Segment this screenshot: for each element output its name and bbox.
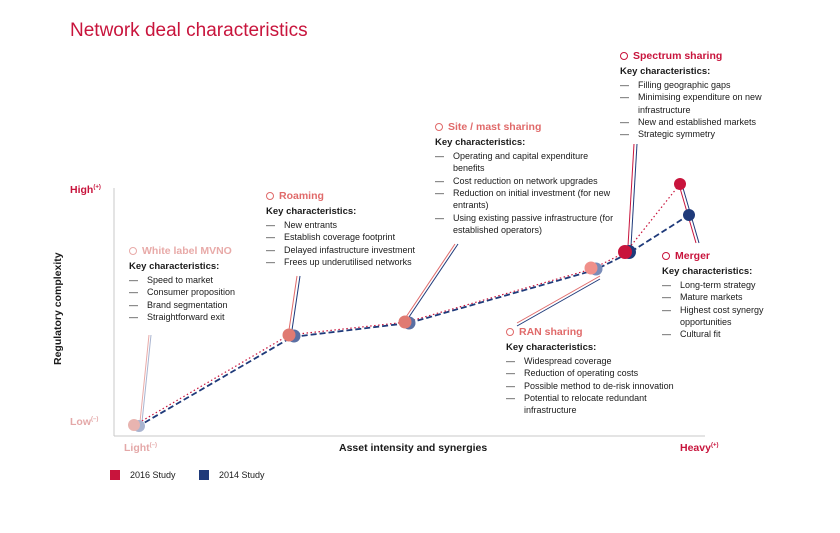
- stage-mvno-list: Speed to market Consumer proposition Bra…: [129, 274, 279, 324]
- point-mvno-2016: [128, 419, 140, 431]
- circle-icon: [506, 328, 514, 337]
- list-item: Consumer proposition: [129, 286, 279, 299]
- list-item: Strategic symmetry: [620, 128, 770, 141]
- stage-site-list: Operating and capital expenditure benefi…: [435, 150, 615, 237]
- list-item: Possible method to de-risk innovation: [506, 380, 691, 393]
- stage-spectrum-list: Filling geographic gaps Minimising expen…: [620, 79, 770, 141]
- list-item: Establish coverage footprint: [266, 231, 441, 244]
- list-item: Mature markets: [662, 291, 787, 304]
- stage-merger-title: Merger: [662, 250, 787, 262]
- stage-mvno-title: White label MVNO: [129, 245, 279, 257]
- list-item: Frees up underutilised networks: [266, 256, 441, 269]
- stage-roaming-title: Roaming: [266, 190, 441, 202]
- leader-lines: [139, 143, 700, 423]
- circle-icon: [129, 247, 137, 256]
- list-item: Potential to relocate redundant infrastr…: [506, 392, 691, 417]
- stage-ran: RAN sharing Key characteristics: Widespr…: [506, 326, 691, 417]
- key-characteristics-label: Key characteristics:: [266, 206, 357, 218]
- legend-2014: 2014 Study: [199, 470, 265, 480]
- legend-label-2016: 2016 Study: [130, 470, 176, 480]
- list-item: Delayed infastructure investment: [266, 244, 441, 257]
- point-merger-2014: [683, 209, 695, 221]
- legend-swatch-2016: [110, 470, 120, 480]
- list-item: Widespread coverage: [506, 355, 691, 368]
- list-item: Straightforward exit: [129, 311, 279, 324]
- stage-roaming-list: New entrants Establish coverage footprin…: [266, 219, 441, 269]
- point-spectrum-2016: [618, 245, 632, 259]
- stage-ran-title: RAN sharing: [506, 326, 691, 338]
- stage-roaming: Roaming Key characteristics: New entrant…: [266, 190, 441, 269]
- stage-site: Site / mast sharing Key characteristics:…: [435, 121, 615, 237]
- legend-label-2014: 2014 Study: [219, 470, 265, 480]
- circle-icon: [620, 52, 628, 61]
- list-item: Speed to market: [129, 274, 279, 287]
- page-title: Network deal characteristics: [70, 20, 308, 41]
- axis-low-label: Low(–): [70, 416, 99, 428]
- list-item: New and established markets: [620, 116, 770, 129]
- point-roaming-2016: [282, 328, 296, 342]
- point-merger-2016: [674, 178, 686, 190]
- stage-ran-list: Widespread coverage Reduction of operati…: [506, 355, 691, 417]
- list-item: Minimising expenditure on new infrastruc…: [620, 91, 770, 116]
- circle-icon: [266, 192, 274, 201]
- list-item: Filling geographic gaps: [620, 79, 770, 92]
- list-item: Cultural fit: [662, 328, 787, 341]
- list-item: Using existing passive infrastructure (f…: [435, 212, 615, 237]
- series-2016-line: [134, 183, 681, 426]
- key-characteristics-label: Key characteristics:: [620, 66, 711, 78]
- key-characteristics-label: Key characteristics:: [506, 342, 597, 354]
- key-characteristics-label: Key characteristics:: [435, 137, 526, 149]
- series-2014-line: [136, 214, 690, 428]
- list-item: Reduction of operating costs: [506, 367, 691, 380]
- y-axis-label: Regulatory complexity: [52, 252, 64, 365]
- list-item: Operating and capital expenditure benefi…: [435, 150, 615, 175]
- stage-merger: Merger Key characteristics: Long-term st…: [662, 250, 787, 341]
- stage-site-title: Site / mast sharing: [435, 121, 615, 133]
- stage-merger-list: Long-term strategy Mature markets Highes…: [662, 279, 787, 341]
- stage-mvno: White label MVNO Key characteristics: Sp…: [129, 245, 279, 324]
- axis-light-label: Light(–): [124, 442, 157, 454]
- circle-icon: [435, 123, 443, 132]
- list-item: Reduction on initial investment (for new…: [435, 187, 615, 212]
- list-item: Long-term strategy: [662, 279, 787, 292]
- list-item: Highest cost synergy opportunities: [662, 304, 787, 329]
- list-item: Brand segmentation: [129, 299, 279, 312]
- stage-spectrum: Spectrum sharing Key characteristics: Fi…: [620, 50, 770, 141]
- point-site-2016: [398, 315, 412, 329]
- circle-icon: [662, 252, 670, 261]
- x-axis-label: Asset intensity and synergies: [339, 442, 488, 454]
- stage-spectrum-title: Spectrum sharing: [620, 50, 770, 62]
- legend-2016: 2016 Study: [110, 470, 176, 480]
- axis-high-label: High(+): [70, 184, 101, 196]
- data-points: [128, 178, 695, 432]
- list-item: Cost reduction on network upgrades: [435, 175, 615, 188]
- point-ran-2016: [584, 261, 598, 275]
- axis-heavy-label: Heavy(+): [680, 442, 719, 454]
- key-characteristics-label: Key characteristics:: [129, 261, 220, 273]
- key-characteristics-label: Key characteristics:: [662, 266, 753, 278]
- legend-swatch-2014: [199, 470, 209, 480]
- list-item: New entrants: [266, 219, 441, 232]
